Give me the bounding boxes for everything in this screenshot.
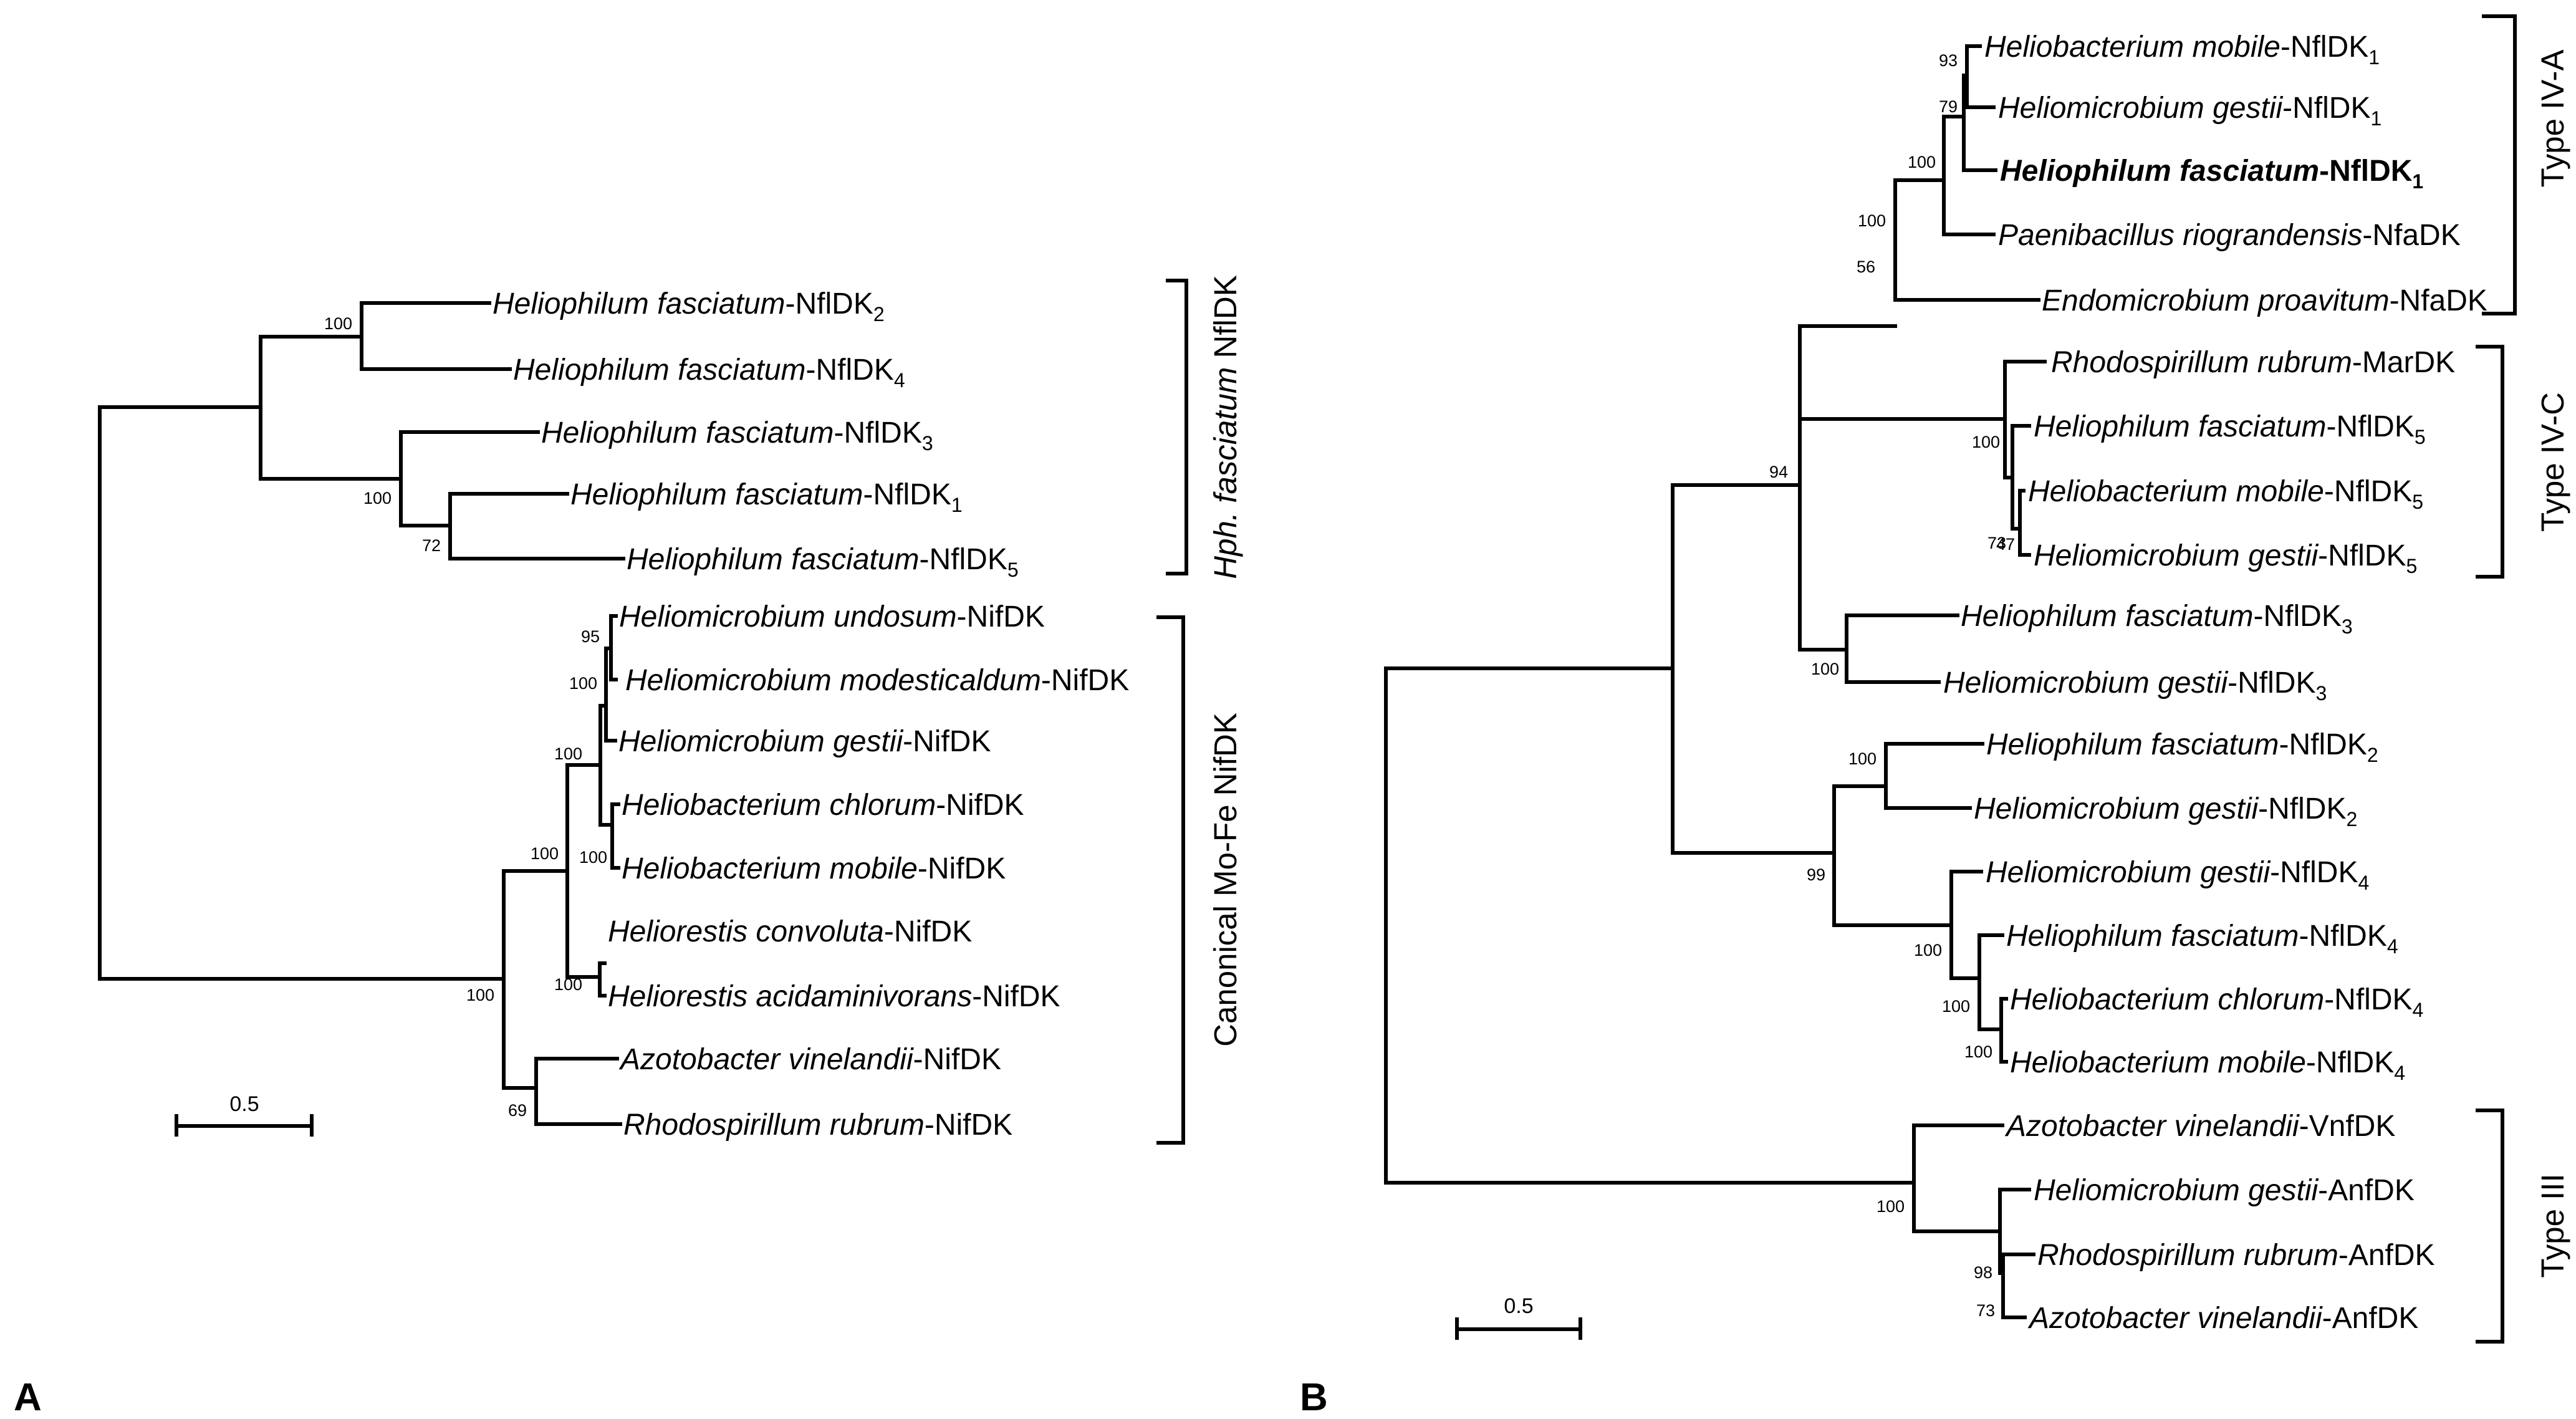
bootstrap-value: 100 [1972, 433, 2000, 451]
clade-bracket [2476, 345, 2504, 579]
clade-label-type-iii: Type III [2535, 1173, 2570, 1277]
bootstrap-value: 100 [1942, 997, 1970, 1016]
taxon-label: Heliomicrobium gestii-NflDK3 [1943, 666, 2327, 705]
taxon-label: Heliophilum fasciatum-NflDK4 [2006, 920, 2398, 958]
bootstrap-value: 100 [324, 314, 352, 333]
clade-bracket [1156, 615, 1185, 1145]
taxon-label: Heliorestis acidaminivorans-NifDK [608, 980, 1060, 1013]
bootstrap-value: 95 [581, 627, 600, 646]
bootstrap-value: 100 [1848, 749, 1877, 768]
bootstrap-value: 100 [1877, 1197, 1905, 1216]
panel-b-scale-bar: 0.5 [1455, 1294, 1582, 1340]
taxon-label: Heliophilum fasciatum-NflDK4 [513, 354, 905, 392]
clade-bracket [1166, 279, 1188, 575]
taxon-label: Heliomicrobium gestii-NifDK [618, 725, 991, 758]
panel-b-bootstrap: 93 79 100 100 56 100 73 47 94 100 100 99… [1769, 51, 2015, 1320]
bootstrap-value: 98 [1974, 1263, 1992, 1282]
panel-a-label: A [14, 1376, 42, 1419]
taxon-label: Heliobacterium chlorum-NifDK [622, 789, 1024, 822]
taxon-label: Heliomicrobium gestii-NflDK5 [2034, 539, 2417, 577]
panel-a-scale-bar: 0.5 [175, 1092, 314, 1137]
taxon-label: Heliophilum fasciatum-NflDK2 [493, 287, 885, 325]
panel-b-brackets: Type IV-A Type IV-C Type III [2476, 14, 2570, 1344]
taxon-label: Heliomicrobium modesticaldum-NifDK [625, 664, 1129, 697]
panel-a-bootstrap: 100 100 72 95 100 100 100 100 100 100 69 [324, 314, 607, 1120]
bootstrap-value: 79 [1939, 97, 1958, 116]
scale-bar-label: 0.5 [1504, 1294, 1533, 1318]
bootstrap-value: 99 [1807, 865, 1825, 884]
panel-b-tree [1384, 44, 2047, 1319]
taxon-label-highlighted: Heliophilum fasciatum-NflDK1 [2000, 155, 2423, 193]
bootstrap-value: 100 [554, 744, 582, 763]
scale-bar-label: 0.5 [229, 1092, 259, 1116]
taxon-label: Heliophilum fasciatum-NflDK5 [627, 543, 1019, 581]
taxon-label: Heliophilum fasciatum-NflDK5 [2034, 410, 2426, 448]
taxon-label: Endomicrobium proavitum-NfaDK [2042, 284, 2487, 317]
taxon-label: Heliophilum fasciatum-NflDK2 [1986, 728, 2378, 766]
bootstrap-value: 100 [466, 986, 494, 1004]
taxon-label: Heliomicrobium gestii-NflDK4 [1986, 856, 2369, 894]
bootstrap-value: 100 [554, 975, 582, 994]
clade-bracket [2476, 1109, 2504, 1344]
taxon-label: Rhodospirillum rubrum-NifDK [623, 1109, 1012, 1142]
scale-bar-ticks [1455, 1317, 1582, 1340]
taxon-label: Rhodospirillum rubrum-AnfDK [2037, 1239, 2435, 1272]
clade-label-hph-nfldk: Hph. fasciatum NflDK [1208, 275, 1243, 579]
clade-bracket [2482, 14, 2517, 315]
taxon-label: Azotobacter vinelandii-NifDK [618, 1043, 1001, 1076]
bootstrap-value: 100 [1908, 153, 1936, 171]
taxon-label: Heliomicrobium gestii-NflDK2 [1974, 792, 2357, 830]
panel-a-taxa: Heliophilum fasciatum-NflDK2 Heliophilum… [493, 287, 1129, 1142]
taxon-label: Heliobacterium mobile-NflDK5 [2028, 475, 2423, 513]
bootstrap-value: 100 [1811, 660, 1839, 678]
bootstrap-value: 94 [1769, 463, 1788, 481]
bootstrap-value: 73 [1987, 534, 2006, 552]
bootstrap-value: 47 [1996, 535, 2015, 554]
panel-b-label: B [1300, 1376, 1328, 1419]
bootstrap-value: 93 [1939, 51, 1958, 70]
clade-label-canonical-nifdk: Canonical Mo-Fe NifDK [1208, 713, 1243, 1047]
clade-label-type-iv-a: Type IV-A [2535, 49, 2570, 187]
taxon-label: Heliophilum fasciatum-NflDK3 [1961, 600, 2353, 638]
bootstrap-value: 100 [1858, 211, 1886, 230]
taxon-label: Heliobacterium mobile-NflDK1 [1984, 31, 2380, 69]
taxon-label: Heliorestis convoluta-NifDK [608, 915, 972, 948]
taxon-label: Heliomicrobium undosum-NifDK [619, 600, 1045, 633]
bootstrap-value: 100 [1914, 941, 1942, 960]
taxon-label: Heliobacterium chlorum-NflDK4 [2010, 983, 2423, 1021]
taxon-label: Paenibacillus riograndensis-NfaDK [1998, 219, 2461, 252]
panel-b-taxa: Heliobacterium mobile-NflDK1 Heliomicrob… [1943, 31, 2487, 1335]
bootstrap-value: 56 [1857, 257, 1875, 276]
bootstrap-value: 100 [363, 489, 392, 507]
taxon-label: Heliobacterium mobile-NifDK [622, 852, 1006, 885]
bootstrap-value: 100 [579, 848, 607, 867]
taxon-label: Heliobacterium mobile-NflDK4 [2010, 1046, 2405, 1084]
taxon-label: Heliomicrobium gestii-AnfDK [2034, 1174, 2415, 1207]
taxon-label: Heliophilum fasciatum-NflDK1 [570, 478, 963, 516]
bootstrap-value: 73 [1976, 1301, 1995, 1320]
bootstrap-value: 69 [508, 1101, 527, 1120]
taxon-label: Heliomicrobium gestii-NflDK1 [1998, 92, 2381, 130]
bootstrap-value: 100 [1964, 1042, 1992, 1061]
bootstrap-value: 100 [531, 844, 559, 863]
bootstrap-value: 100 [569, 674, 597, 693]
scale-bar-ticks [175, 1114, 314, 1137]
panel-a-brackets: Hph. fasciatum NflDK Canonical Mo-Fe Nif… [1156, 275, 1243, 1145]
taxon-label: Azotobacter vinelandii-AnfDK [2027, 1302, 2418, 1335]
panel-a-tree [98, 301, 625, 1126]
taxon-label: Azotobacter vinelandii-VnfDK [2004, 1110, 2395, 1143]
clade-label-type-iv-c: Type IV-C [2535, 392, 2570, 532]
taxon-label: Heliophilum fasciatum-NflDK3 [541, 416, 933, 455]
bootstrap-value: 72 [422, 536, 441, 555]
taxon-label: Rhodospirillum rubrum-MarDK [2051, 346, 2455, 379]
